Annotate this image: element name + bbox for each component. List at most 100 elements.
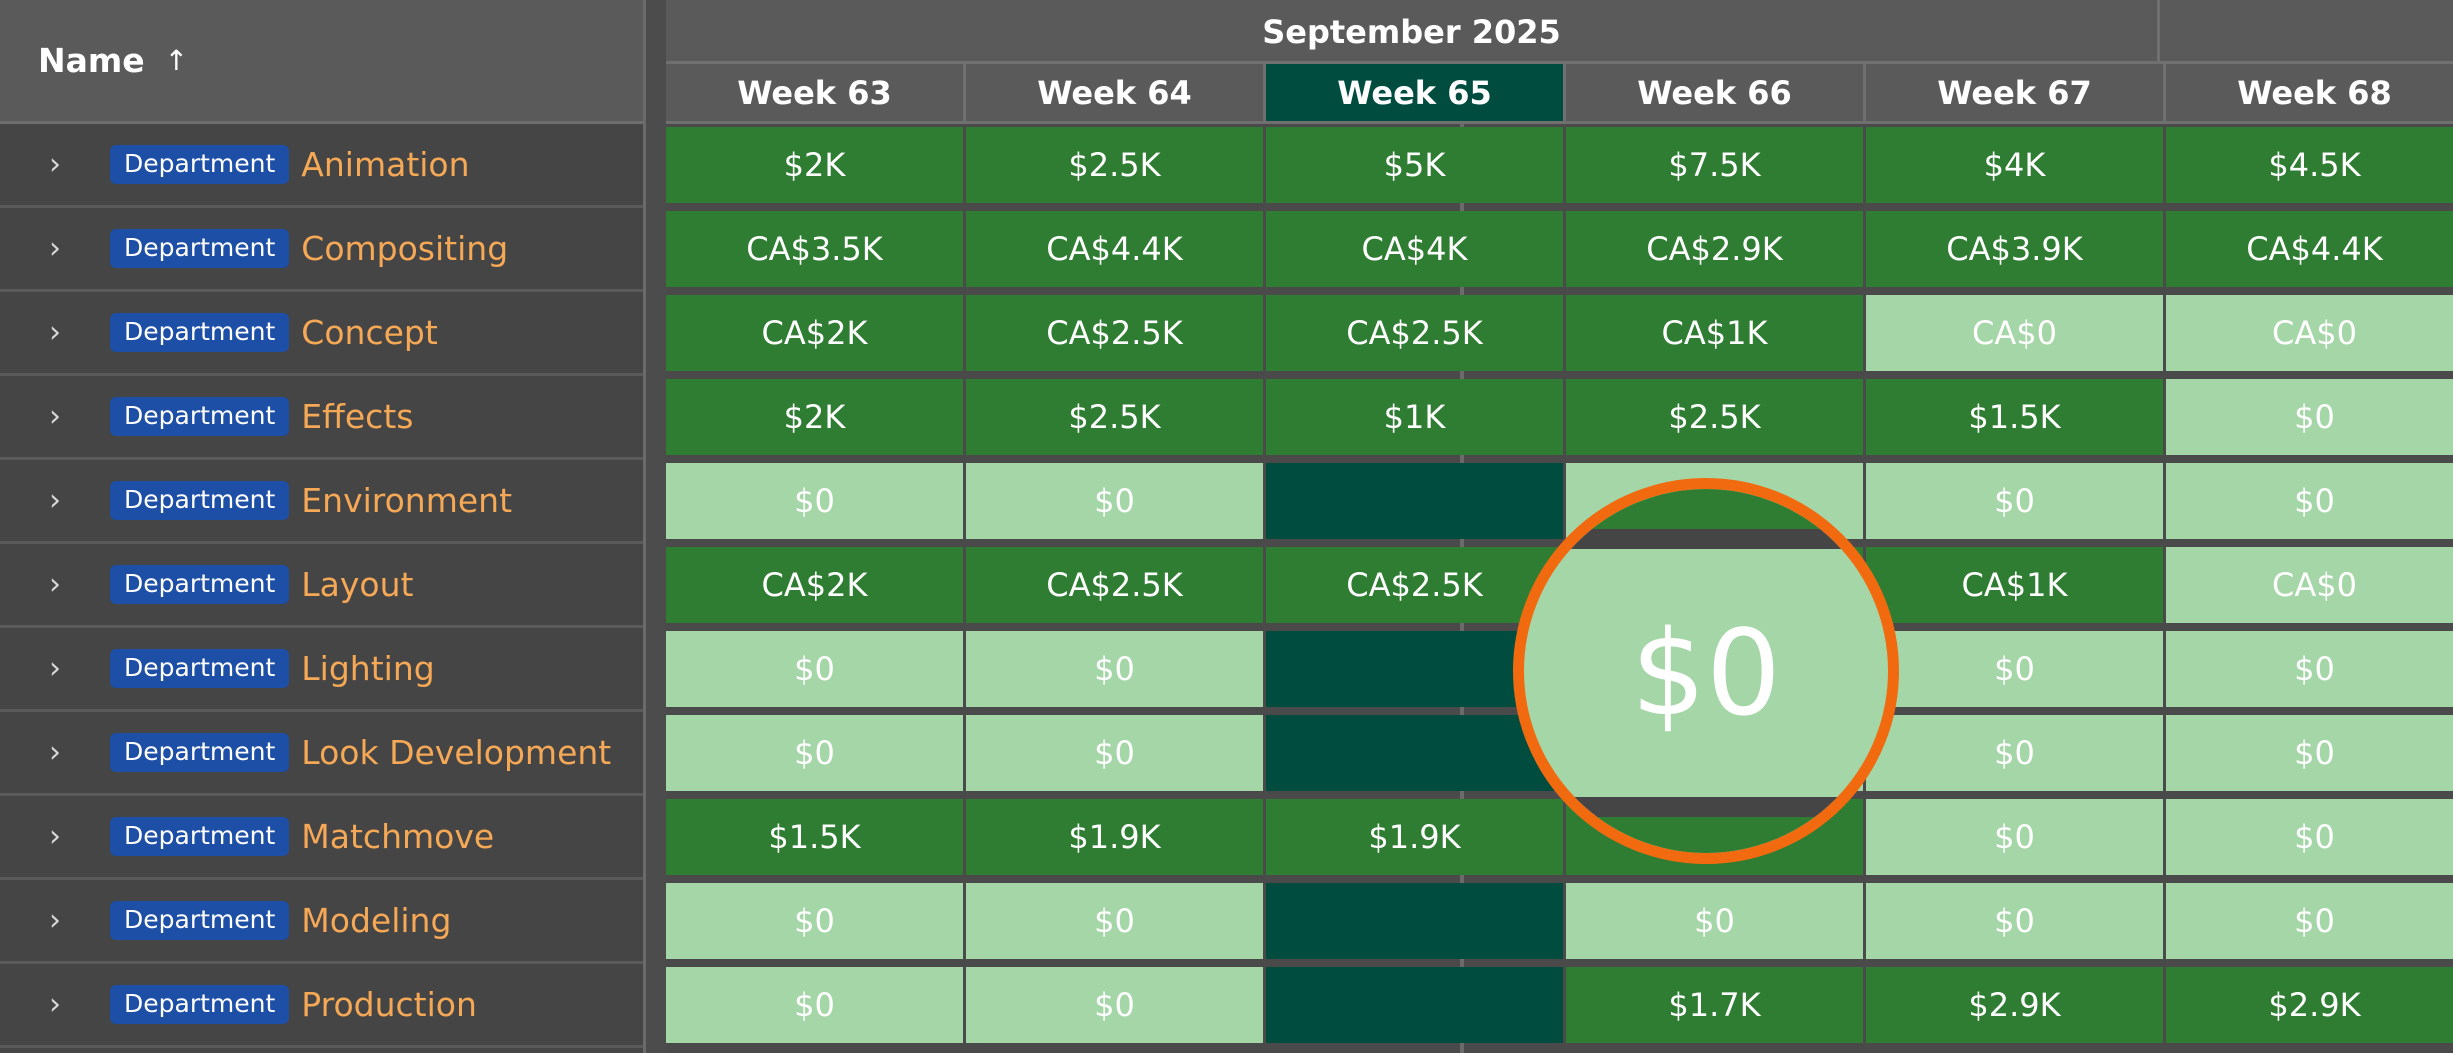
budget-cell[interactable]: $1.9K xyxy=(1266,799,1563,875)
arrow-up-icon[interactable]: ↑ xyxy=(164,44,189,77)
budget-cell[interactable]: $1.9K xyxy=(966,799,1263,875)
budget-cell[interactable]: $2.5K xyxy=(1566,379,1863,455)
department-name[interactable]: Layout xyxy=(301,565,414,604)
week-header[interactable]: Week 65 xyxy=(1266,64,1566,121)
budget-cell[interactable]: $0 xyxy=(666,715,963,791)
budget-cell[interactable]: CA$0 xyxy=(1866,295,2163,371)
budget-cell[interactable]: $2.5K xyxy=(966,379,1263,455)
chevron-right-icon[interactable]: › xyxy=(49,231,61,266)
budget-cell[interactable]: $0 xyxy=(1866,799,2163,875)
budget-cell[interactable]: CA$1K xyxy=(1866,547,2163,623)
budget-cell[interactable]: $0 xyxy=(1566,883,1863,959)
department-row[interactable]: › Department Production xyxy=(0,964,643,1048)
budget-cell[interactable]: $1K xyxy=(1266,379,1563,455)
week-header[interactable]: Week 63 xyxy=(666,64,966,121)
budget-cell[interactable]: CA$2.5K xyxy=(1266,547,1563,623)
budget-cell[interactable]: $0 xyxy=(1866,463,2163,539)
department-name[interactable]: Look Development xyxy=(301,733,612,772)
budget-cell[interactable]: CA$2K xyxy=(666,547,963,623)
budget-cell[interactable]: CA$2.5K xyxy=(1266,295,1563,371)
budget-cell[interactable]: $0 xyxy=(666,883,963,959)
budget-cell[interactable]: $0 xyxy=(1866,883,2163,959)
budget-cell[interactable]: $0 xyxy=(666,463,963,539)
budget-cell[interactable]: $2.9K xyxy=(2166,967,2453,1043)
department-name[interactable]: Matchmove xyxy=(301,817,495,856)
budget-cell[interactable] xyxy=(1266,715,1563,791)
budget-cell[interactable]: CA$0 xyxy=(2166,547,2453,623)
department-name[interactable]: Concept xyxy=(301,313,438,352)
department-row[interactable]: › Department Compositing xyxy=(0,208,643,292)
budget-cell[interactable]: CA$4.4K xyxy=(2166,211,2453,287)
department-name[interactable]: Environment xyxy=(301,481,513,520)
budget-cell[interactable]: $0 xyxy=(2166,631,2453,707)
department-row[interactable]: › Department Effects xyxy=(0,376,643,460)
budget-cell[interactable]: CA$2.5K xyxy=(966,295,1263,371)
budget-cell[interactable] xyxy=(1266,883,1563,959)
chevron-right-icon[interactable]: › xyxy=(49,399,61,434)
pane-splitter[interactable] xyxy=(646,0,666,1053)
budget-cell[interactable]: CA$4.4K xyxy=(966,211,1263,287)
department-name[interactable]: Compositing xyxy=(301,229,509,268)
budget-cell[interactable]: $0 xyxy=(966,967,1263,1043)
chevron-right-icon[interactable]: › xyxy=(49,147,61,182)
budget-cell[interactable]: CA$3.9K xyxy=(1866,211,2163,287)
department-row[interactable]: › Department Layout xyxy=(0,544,643,628)
budget-cell[interactable]: $5K xyxy=(1266,127,1563,203)
week-header[interactable]: Week 68 xyxy=(2166,64,2453,121)
chevron-right-icon[interactable]: › xyxy=(49,651,61,686)
budget-cell[interactable]: $2K xyxy=(666,379,963,455)
budget-cell[interactable]: CA$2K xyxy=(666,295,963,371)
budget-cell[interactable]: $2K xyxy=(666,127,963,203)
week-header[interactable]: Week 64 xyxy=(966,64,1266,121)
department-row[interactable]: › Department Modeling xyxy=(0,880,643,964)
department-row[interactable]: › Department Environment xyxy=(0,460,643,544)
budget-cell[interactable]: $4.5K xyxy=(2166,127,2453,203)
budget-cell[interactable]: $4K xyxy=(1866,127,2163,203)
week-header[interactable]: Week 67 xyxy=(1866,64,2166,121)
chevron-right-icon[interactable]: › xyxy=(49,903,61,938)
chevron-right-icon[interactable]: › xyxy=(49,735,61,770)
week-header[interactable]: Week 66 xyxy=(1566,64,1866,121)
budget-cell[interactable]: $2.5K xyxy=(966,127,1263,203)
budget-cell[interactable]: $1.7K xyxy=(1566,967,1863,1043)
department-name[interactable]: Production xyxy=(301,985,477,1024)
budget-cell[interactable]: $0 xyxy=(666,967,963,1043)
name-column-header[interactable]: Name ↑ xyxy=(0,0,643,124)
department-name[interactable]: Lighting xyxy=(301,649,435,688)
budget-cell[interactable]: CA$1K xyxy=(1566,295,1863,371)
budget-cell[interactable]: $0 xyxy=(966,715,1263,791)
department-row[interactable]: › Department Animation xyxy=(0,124,643,208)
budget-cell[interactable]: $0 xyxy=(966,631,1263,707)
budget-cell[interactable]: $0 xyxy=(2166,799,2453,875)
department-name[interactable]: Animation xyxy=(301,145,470,184)
budget-cell[interactable]: $0 xyxy=(2166,463,2453,539)
budget-cell[interactable]: $0 xyxy=(666,631,963,707)
chevron-right-icon[interactable]: › xyxy=(49,567,61,602)
budget-cell[interactable]: CA$2.9K xyxy=(1566,211,1863,287)
chevron-right-icon[interactable]: › xyxy=(49,987,61,1022)
budget-cell[interactable]: $0 xyxy=(1866,631,2163,707)
budget-cell[interactable] xyxy=(1266,967,1563,1043)
department-row[interactable]: › Department Lighting xyxy=(0,628,643,712)
budget-cell[interactable]: $0 xyxy=(2166,883,2453,959)
budget-cell[interactable]: $0 xyxy=(966,883,1263,959)
budget-cell[interactable]: $1.5K xyxy=(1866,379,2163,455)
budget-cell[interactable] xyxy=(1266,463,1563,539)
budget-cell[interactable]: $1.5K xyxy=(666,799,963,875)
department-row[interactable]: › Department Concept xyxy=(0,292,643,376)
budget-cell[interactable]: $2.9K xyxy=(1866,967,2163,1043)
budget-cell[interactable]: $0 xyxy=(966,463,1263,539)
budget-cell[interactable]: $0 xyxy=(1866,715,2163,791)
budget-cell[interactable]: CA$3.5K xyxy=(666,211,963,287)
department-row[interactable]: › Department Matchmove xyxy=(0,796,643,880)
budget-cell[interactable]: CA$2.5K xyxy=(966,547,1263,623)
chevron-right-icon[interactable]: › xyxy=(49,483,61,518)
budget-cell[interactable]: $0 xyxy=(2166,715,2453,791)
department-name[interactable]: Effects xyxy=(301,397,414,436)
department-row[interactable]: › Department Look Development xyxy=(0,712,643,796)
chevron-right-icon[interactable]: › xyxy=(49,819,61,854)
budget-cell[interactable]: CA$0 xyxy=(2166,295,2453,371)
department-name[interactable]: Modeling xyxy=(301,901,452,940)
chevron-right-icon[interactable]: › xyxy=(49,315,61,350)
budget-cell[interactable]: $0 xyxy=(2166,379,2453,455)
